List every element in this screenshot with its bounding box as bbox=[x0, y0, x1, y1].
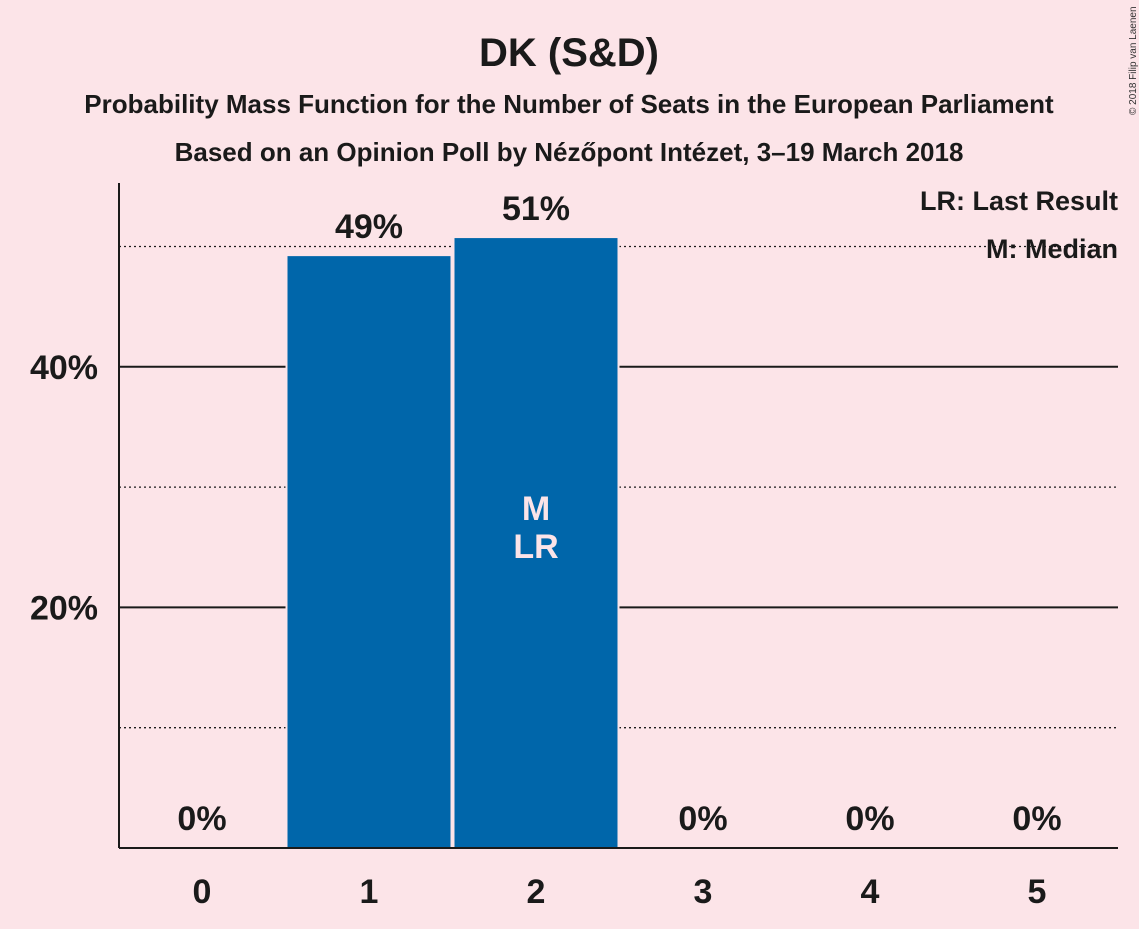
bars bbox=[285, 236, 620, 849]
x-tick-label: 4 bbox=[861, 873, 880, 911]
data-label: 0% bbox=[1012, 800, 1061, 838]
legend-item-median: M: Median bbox=[986, 234, 1118, 264]
x-tick-label: 5 bbox=[1028, 873, 1047, 911]
x-tick-label: 3 bbox=[694, 873, 713, 911]
x-tick-label: 0 bbox=[193, 873, 212, 911]
bar-marker-m: M bbox=[522, 490, 550, 528]
chart-subtitle-line-1: Probability Mass Function for the Number… bbox=[84, 89, 1054, 119]
x-tick-label: 2 bbox=[527, 873, 546, 911]
legend-item-last-result: LR: Last Result bbox=[920, 186, 1118, 216]
chart-subtitle-line-2: Based on an Opinion Poll by Nézőpont Int… bbox=[175, 137, 964, 167]
data-label: 49% bbox=[335, 208, 403, 246]
x-tick-label: 1 bbox=[360, 873, 379, 911]
chart-title: DK (S&D) bbox=[479, 31, 659, 75]
data-label: 0% bbox=[845, 800, 894, 838]
bar-2 bbox=[454, 238, 618, 849]
y-tick-label: 40% bbox=[30, 349, 98, 387]
data-label: 0% bbox=[177, 800, 226, 838]
copyright-notice: © 2018 Filip van Laenen bbox=[1128, 6, 1139, 115]
bar-1 bbox=[287, 256, 451, 848]
y-tick-label: 20% bbox=[30, 589, 98, 627]
data-label: 0% bbox=[678, 800, 727, 838]
bar-marker-lr: LR bbox=[513, 528, 558, 566]
axes bbox=[118, 183, 1118, 849]
data-label: 51% bbox=[502, 190, 570, 228]
